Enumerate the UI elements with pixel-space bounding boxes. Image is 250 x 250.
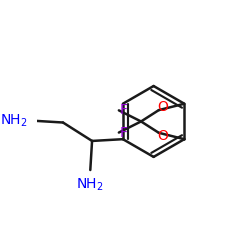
Text: O: O (157, 100, 168, 114)
Text: NH$_2$: NH$_2$ (0, 112, 28, 129)
Text: NH$_2$: NH$_2$ (76, 176, 104, 193)
Text: O: O (157, 129, 168, 143)
Text: F: F (120, 103, 128, 117)
Text: F: F (120, 126, 128, 140)
